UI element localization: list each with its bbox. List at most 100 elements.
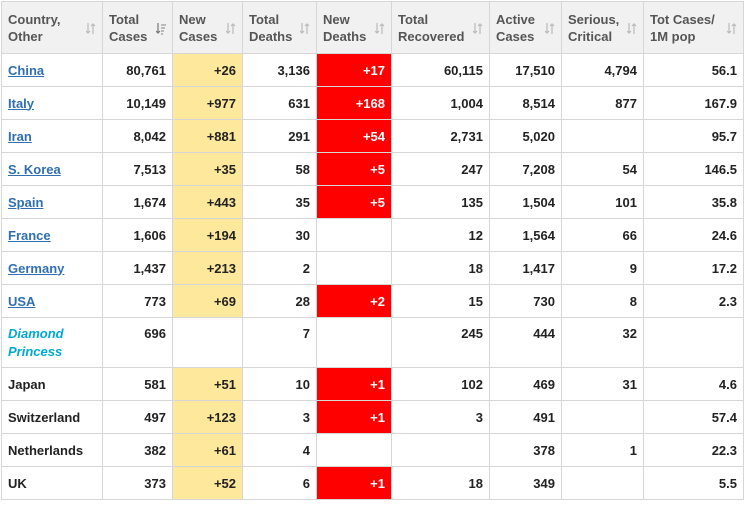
header-total-deaths[interactable]: Total Deaths xyxy=(242,1,317,54)
header-country[interactable]: Country, Other xyxy=(1,1,103,54)
header-cases-per-million[interactable]: Tot Cases/1M pop xyxy=(643,1,744,54)
header-total-recovered[interactable]: Total Recovered xyxy=(391,1,490,54)
cell-total-cases: 497 xyxy=(102,400,173,434)
cell-serious: 1 xyxy=(561,433,644,467)
table-row: Switzerland 497 +123 3 +1 3 491 57.4 xyxy=(1,400,744,434)
header-serious-critical[interactable]: Serious, Critical xyxy=(561,1,644,54)
cell-serious: 54 xyxy=(561,152,644,186)
header-label: Total xyxy=(109,11,140,27)
cell-new-cases: +977 xyxy=(172,86,243,120)
cell-new-deaths xyxy=(316,317,392,368)
table-row: Germany 1,437 +213 2 18 1,417 9 17.2 xyxy=(1,251,744,285)
cell-recovered: 2,731 xyxy=(391,119,490,153)
cell-serious: 877 xyxy=(561,86,644,120)
sort-arrows-icon[interactable] xyxy=(300,22,310,35)
table-row: China 80,761 +26 3,136 +17 60,115 17,510 4,794 5… xyxy=(1,53,744,87)
country-cell: Diamond Princess xyxy=(1,317,103,368)
table-row: S. Korea 7,513 +35 58 +5 247 7,208 54 146.5 xyxy=(1,152,744,186)
cell-serious: 8 xyxy=(561,284,644,318)
country-link[interactable]: Italy xyxy=(8,95,35,111)
country-cell: Germany xyxy=(1,251,103,285)
cell-total-cases: 80,761 xyxy=(102,53,173,87)
country-name: Japan xyxy=(8,376,46,392)
country-cell: Iran xyxy=(1,119,103,153)
cell-new-deaths: +17 xyxy=(316,53,392,87)
header-label: New xyxy=(179,11,206,27)
cell-total-deaths: 35 xyxy=(242,185,317,219)
country-link[interactable]: France xyxy=(8,227,51,243)
country-link[interactable]: USA xyxy=(8,293,36,309)
cell-total-cases: 773 xyxy=(102,284,173,318)
cell-total-deaths: 3,136 xyxy=(242,53,317,87)
table-row: France 1,606 +194 30 12 1,564 66 24.6 xyxy=(1,218,744,252)
cell-recovered: 135 xyxy=(391,185,490,219)
header-new-cases[interactable]: New Cases xyxy=(172,1,243,54)
cell-serious xyxy=(561,400,644,434)
cell-active: 1,564 xyxy=(489,218,562,252)
cell-serious: 101 xyxy=(561,185,644,219)
cell-total-cases: 373 xyxy=(102,466,173,500)
cell-recovered: 3 xyxy=(391,400,490,434)
cell-per-million: 146.5 xyxy=(643,152,744,186)
cell-recovered: 1,004 xyxy=(391,86,490,120)
country-link[interactable]: S. Korea xyxy=(8,161,61,177)
cell-recovered: 15 xyxy=(391,284,490,318)
cell-new-deaths xyxy=(316,251,392,285)
cell-new-cases: +123 xyxy=(172,400,243,434)
header-row: Country, Other Total Cases New Cases Total D… xyxy=(1,1,744,54)
cell-total-cases: 382 xyxy=(102,433,173,467)
cell-active: 444 xyxy=(489,317,562,368)
sort-arrows-icon[interactable] xyxy=(375,22,385,35)
country-link[interactable]: Germany xyxy=(8,260,65,276)
header-label: Deaths xyxy=(249,28,293,44)
country-cell: Switzerland xyxy=(1,400,103,434)
sort-arrows-icon[interactable] xyxy=(627,22,637,35)
country-cell: China xyxy=(1,53,103,87)
cell-new-deaths: +1 xyxy=(316,367,392,401)
cell-recovered: 245 xyxy=(391,317,490,368)
sort-desc-icon[interactable] xyxy=(156,22,166,35)
country-link[interactable]: Spain xyxy=(8,194,44,210)
country-name: Netherlands xyxy=(8,442,84,458)
header-label: New xyxy=(323,11,350,27)
sort-arrows-icon[interactable] xyxy=(545,22,555,35)
cell-new-cases: +194 xyxy=(172,218,243,252)
cell-total-deaths: 10 xyxy=(242,367,317,401)
cell-total-cases: 1,437 xyxy=(102,251,173,285)
country-link[interactable]: Iran xyxy=(8,128,32,144)
sort-arrows-icon[interactable] xyxy=(473,22,483,35)
cell-new-deaths: +2 xyxy=(316,284,392,318)
cell-new-cases: +443 xyxy=(172,185,243,219)
country-cell: Spain xyxy=(1,185,103,219)
table-row: Italy 10,149 +977 631 +168 1,004 8,514 877 167.9 xyxy=(1,86,744,120)
header-label: Total xyxy=(398,11,429,27)
cell-total-cases: 7,513 xyxy=(102,152,173,186)
table-row: USA 773 +69 28 +2 15 730 8 2.3 xyxy=(1,284,744,318)
cell-total-deaths: 58 xyxy=(242,152,317,186)
sort-arrows-icon[interactable] xyxy=(727,22,737,35)
cell-serious: 32 xyxy=(561,317,644,368)
country-cell: Italy xyxy=(1,86,103,120)
country-name: Switzerland xyxy=(8,409,81,425)
cell-serious: 31 xyxy=(561,367,644,401)
header-new-deaths[interactable]: New Deaths xyxy=(316,1,392,54)
cell-total-deaths: 631 xyxy=(242,86,317,120)
cell-new-deaths xyxy=(316,433,392,467)
country-cell: USA xyxy=(1,284,103,318)
cell-new-cases: +213 xyxy=(172,251,243,285)
header-label: Other xyxy=(8,28,43,44)
country-cell: Japan xyxy=(1,367,103,401)
sort-arrows-icon[interactable] xyxy=(226,22,236,35)
cell-active: 378 xyxy=(489,433,562,467)
cell-new-deaths: +5 xyxy=(316,185,392,219)
header-active-cases[interactable]: Active Cases xyxy=(489,1,562,54)
cell-per-million xyxy=(643,317,744,368)
cell-total-cases: 1,606 xyxy=(102,218,173,252)
cell-new-cases: +69 xyxy=(172,284,243,318)
cell-per-million: 2.3 xyxy=(643,284,744,318)
country-link[interactable]: China xyxy=(8,62,45,78)
header-total-cases[interactable]: Total Cases xyxy=(102,1,173,54)
sort-arrows-icon[interactable] xyxy=(86,22,96,35)
header-label: Deaths xyxy=(323,28,367,44)
